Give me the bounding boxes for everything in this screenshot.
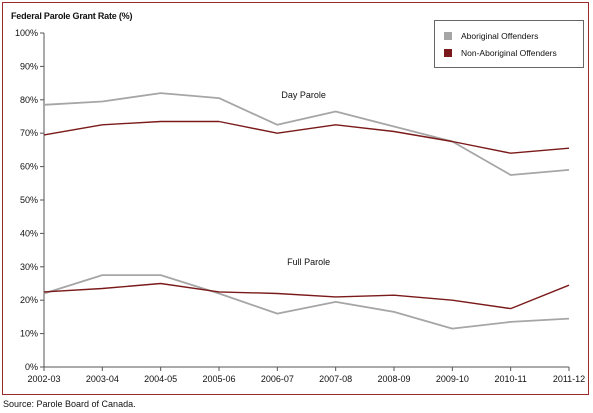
y-tick-label: 100%: [15, 28, 38, 38]
y-tick-label: 40%: [20, 228, 38, 238]
series-line-aboriginal-day-parole: [43, 92, 570, 176]
series-line-aboriginal-full-parole: [43, 274, 570, 330]
y-tick-label: 70%: [20, 128, 38, 138]
x-tick-label: 2004-05: [144, 374, 177, 384]
y-tick-label: 10%: [20, 329, 38, 339]
x-tick-label: 2007-08: [319, 374, 352, 384]
legend: Aboriginal Offenders Non-Aboriginal Offe…: [434, 20, 584, 68]
y-tick-label: 50%: [20, 195, 38, 205]
y-tick-label: 60%: [20, 162, 38, 172]
legend-label-non-aboriginal: Non-Aboriginal Offenders: [461, 48, 557, 58]
legend-label-aboriginal: Aboriginal Offenders: [461, 31, 539, 41]
x-tick-label: 2009-10: [436, 374, 469, 384]
legend-swatch-aboriginal: [444, 32, 452, 40]
y-tick-label: 30%: [20, 262, 38, 272]
series-line-non-aboriginal-full-parole: [43, 282, 570, 310]
annotation-day-parole: Day Parole: [281, 90, 326, 100]
source-note: Source: Parole Board of Canada.: [3, 399, 136, 409]
legend-item-non-aboriginal: Non-Aboriginal Offenders: [444, 47, 557, 59]
y-tick-label: 20%: [20, 295, 38, 305]
x-tick-label: 2006-07: [261, 374, 294, 384]
line-chart: 0% 10% 20% 30% 40% 50% 60% 70% 80% 90% 100% 2002-03…: [15, 28, 585, 384]
chart-title: Federal Parole Grant Rate (%): [11, 11, 133, 21]
y-tick-label: 90%: [20, 61, 38, 71]
x-tick-label: 2005-06: [202, 374, 235, 384]
chart-frame: Federal Parole Grant Rate (%) 0% 10% 20% 30…: [2, 2, 589, 395]
x-tick-label: 2011-12: [553, 374, 585, 384]
series-line-non-aboriginal-day-parole: [43, 120, 570, 154]
legend-swatch-non-aboriginal: [444, 49, 452, 57]
legend-item-aboriginal: Aboriginal Offenders: [444, 30, 538, 42]
y-tick-label: 0%: [25, 362, 38, 372]
y-tick-label: 80%: [20, 95, 38, 105]
x-tick-label: 2002-03: [27, 374, 60, 384]
annotation-full-parole: Full Parole: [287, 257, 330, 267]
x-tick-label: 2010-11: [494, 374, 526, 384]
x-tick-label: 2008-09: [377, 374, 410, 384]
x-tick-label: 2003-04: [86, 374, 119, 384]
